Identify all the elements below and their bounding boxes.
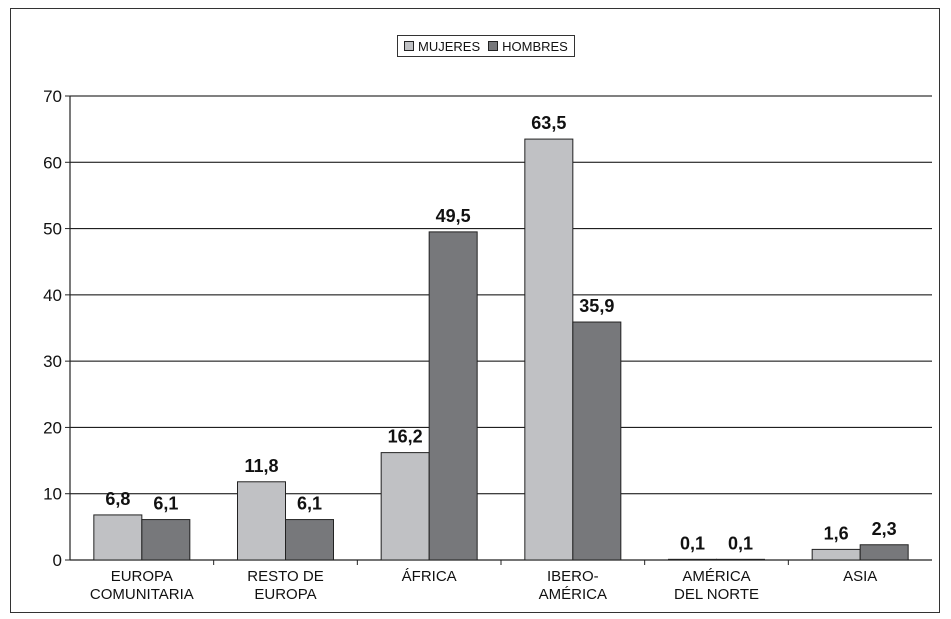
data-label-hombres: 49,5: [436, 206, 471, 226]
x-category-label: ÁFRICA: [402, 568, 457, 585]
x-category-label: IBERO-: [547, 568, 599, 585]
legend-swatch-mujeres: [404, 41, 414, 51]
legend-item-mujeres: MUJERES: [404, 39, 480, 54]
y-tick-label: 60: [43, 153, 62, 172]
bar-hombres: [141, 519, 191, 561]
legend-label-hombres: HOMBRES: [502, 38, 568, 54]
data-label-hombres: 35,9: [579, 296, 614, 316]
bar-mujeres: [524, 138, 574, 561]
bar-hombres: [716, 558, 765, 561]
data-label-hombres: 6,1: [153, 494, 178, 514]
legend-label-mujeres: MUJERES: [418, 38, 481, 54]
x-category-label: AMÉRICA: [539, 586, 607, 603]
data-label-hombres: 6,1: [297, 494, 322, 514]
x-category-label: DEL NORTE: [674, 586, 759, 603]
y-tick-label: 40: [43, 286, 62, 305]
data-label-hombres: 0,1: [728, 533, 753, 553]
data-label-hombres: 2,3: [872, 519, 897, 539]
data-label-mujeres: 63,5: [531, 113, 566, 133]
x-category-label: EUROPA: [254, 586, 316, 603]
data-label-mujeres: 6,8: [105, 489, 130, 509]
bar-mujeres: [93, 514, 143, 561]
bar-hombres: [285, 519, 334, 561]
x-category-label: EUROPA: [111, 568, 173, 585]
bar-mujeres: [668, 558, 717, 561]
x-category-label: RESTO DE: [247, 568, 323, 585]
data-label-mujeres: 0,1: [680, 533, 705, 553]
bar-hombres: [428, 231, 478, 561]
y-tick-label: 10: [43, 485, 62, 504]
y-tick-label: 20: [43, 418, 62, 437]
x-category-label: ASIA: [843, 568, 877, 585]
bar-hombres: [572, 321, 622, 561]
y-tick-label: 30: [43, 352, 62, 371]
y-tick-label: 0: [53, 551, 62, 570]
legend-item-hombres: HOMBRES: [488, 39, 568, 54]
data-label-mujeres: 11,8: [244, 456, 278, 476]
legend-swatch-hombres: [488, 41, 499, 51]
chart-legend: MUJERES HOMBRES: [397, 35, 575, 57]
bar-hombres: [859, 544, 909, 561]
x-category-label: AMÉRICA: [682, 568, 750, 585]
bar-mujeres: [237, 481, 286, 561]
bar-mujeres: [380, 452, 430, 561]
bar-mujeres: [811, 548, 861, 561]
data-label-mujeres: 16,2: [388, 427, 423, 447]
y-tick-label: 50: [43, 220, 62, 239]
y-tick-label: 70: [43, 87, 62, 106]
data-label-mujeres: 1,6: [824, 523, 849, 543]
x-category-label: COMUNITARIA: [90, 586, 194, 603]
